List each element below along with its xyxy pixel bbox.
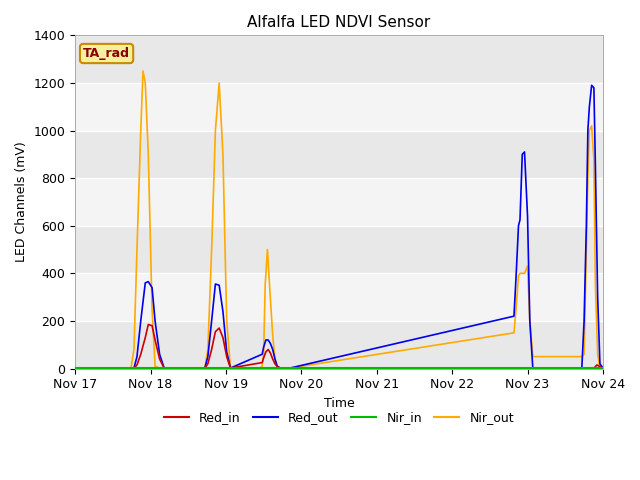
Y-axis label: LED Channels (mV): LED Channels (mV) — [15, 142, 28, 262]
Bar — [75, 178, 603, 226]
Title: Alfalfa LED NDVI Sensor: Alfalfa LED NDVI Sensor — [248, 15, 431, 30]
X-axis label: Time: Time — [324, 397, 355, 410]
Legend: Red_in, Red_out, Nir_in, Nir_out: Red_in, Red_out, Nir_in, Nir_out — [159, 406, 519, 429]
Bar — [75, 273, 603, 321]
Text: TA_rad: TA_rad — [83, 47, 130, 60]
Bar — [75, 83, 603, 131]
